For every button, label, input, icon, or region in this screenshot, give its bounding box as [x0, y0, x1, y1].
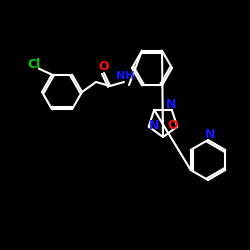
Text: NH: NH	[116, 71, 134, 81]
Text: O: O	[167, 119, 177, 132]
Text: N: N	[205, 128, 215, 140]
Text: O: O	[99, 60, 109, 72]
Text: Cl: Cl	[28, 58, 40, 71]
Text: N: N	[166, 98, 176, 111]
Text: N: N	[148, 119, 159, 132]
